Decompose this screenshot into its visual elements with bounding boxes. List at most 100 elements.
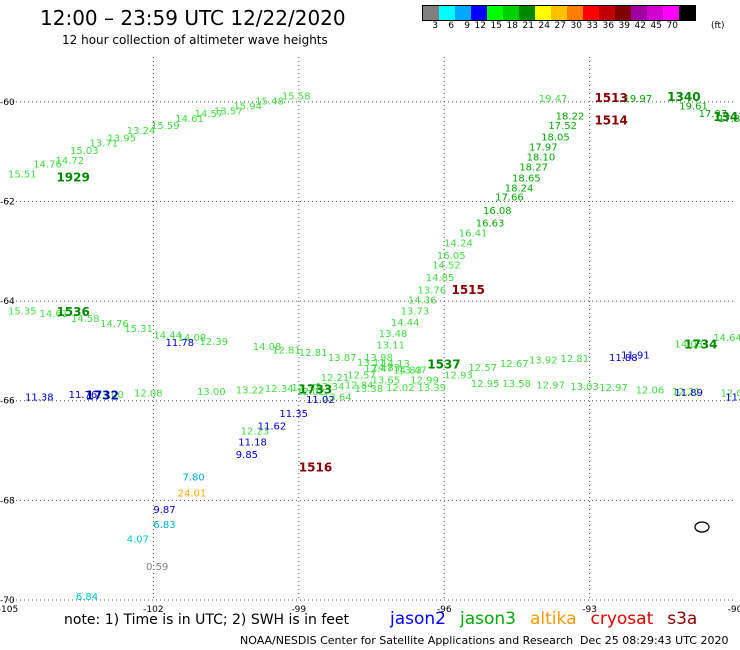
time-marker: 1734 [684,337,717,351]
wave-height-value: 12.81 [561,354,590,365]
wave-height-value: 17.36 [718,114,740,125]
wave-height-value: 6.83 [153,520,175,531]
wave-height-value: 12.34 [265,384,294,395]
wave-height-value: 14.36 [408,296,437,307]
wave-height-value: 12.99 [410,375,439,386]
color-legend: 3 6 9 12 15 18 21 24 27 30 33 36 39 42 45 70 (ft) [422,5,725,33]
wave-height-value: 11.88 [609,353,638,364]
wave-height-value: 12.37 [292,383,321,394]
wave-height-value: 12.81 [299,348,328,359]
wave-height-value: 16.05 [437,251,466,262]
wave-height-value: 19.61 [679,101,708,112]
wave-height-value: 11.02 [306,395,335,406]
wave-height-value: 12.81 [272,345,301,356]
lon-tick-label: -96 [437,605,452,615]
satellite-s3a: s3a [667,609,698,629]
page-subtitle: 12 hour collection of altimeter wave hei… [62,33,328,47]
time-marker: 1733 [299,382,332,396]
lon-tick-label: -90 [728,605,740,615]
wave-height-value: 15.59 [151,121,180,132]
wave-height-value: 15.35 [8,307,37,318]
time-marker: 1516 [299,460,332,474]
wave-height-value: 16.63 [476,218,505,229]
wave-height-value: 12.21 [321,373,350,384]
wave-height-value: 13.57 [214,106,243,117]
wave-height-value: 9.85 [236,450,258,461]
wave-height-value: 12.57 [347,370,376,381]
wave-height-value: 14.08 [253,342,282,353]
lon-tick-label: -93 [582,605,597,615]
wave-height-value: 13.03 [570,382,599,393]
time-marker: 1515 [451,283,484,297]
wave-height-value: 12.21 [672,387,701,398]
legend-label: 45 [650,21,662,31]
wave-height-value: 16.08 [483,206,512,217]
lat-tick-label: -66 [0,397,15,407]
satellite-jason3: jason3 [460,609,516,629]
wave-height-value: 14.44 [391,318,420,329]
wave-height-value: 11.76 [69,390,98,401]
legend-labels: 3 6 9 12 15 18 21 24 27 30 33 36 39 42 45 70 [422,21,696,33]
wave-height-value: 14.85 [426,273,455,284]
land-outline [694,521,710,533]
wave-height-value: 14.76 [33,160,62,171]
time-marker: 1514 [594,113,627,127]
legend-swatch [615,6,631,20]
wave-height-value: 11.18 [238,438,267,449]
wave-height-value: 11.91 [621,350,650,361]
legend-label: 6 [448,21,454,31]
lat-tick-label: -68 [0,496,15,506]
wave-height-value: 18.10 [527,153,556,164]
page-title: 12:00 – 23:59 UTC 12/22/2020 [40,6,346,30]
legend-label: 24 [538,21,550,31]
wave-height-value: 14.52 [432,261,461,272]
legend-unit: (ft) [711,21,725,31]
wave-height-value: 14.76 [100,319,129,330]
wave-height-value: 18.22 [556,111,585,122]
legend-label: 9 [464,21,470,31]
axis-ticks: -105 -102 -99 -96 -93 -90 -60 -62 -64 -66 -68 -70 [0,98,740,615]
wave-height-value: 13.48 [379,329,408,340]
wave-height-value: 13.58 [502,379,531,390]
wave-height-value: 13.11 [357,358,386,369]
legend-label: 30 [570,21,582,31]
legend-label: 18 [506,21,518,31]
time-markers: 1929 1536 1732 1733 1516 1537 1515 1513 1514 1340… [56,90,740,475]
wave-height-value: 13.11 [376,340,405,351]
lon-tick-label: -99 [291,605,306,615]
wave-height-value: 13.95 [107,134,136,145]
legend-swatch [663,6,679,20]
wave-height-value: 12.84 [345,380,374,391]
wave-height-value: 17.97 [699,109,728,120]
legend-swatch [631,6,647,20]
time-marker: 1340 [667,90,700,104]
wave-height-value: 19.47 [539,94,568,105]
wave-height-value: 12.23 [241,427,270,438]
wave-height-value: 0.59 [146,562,168,573]
wave-height-value: 13.92 [529,355,558,366]
wave-height-value: 24.01 [178,488,207,499]
legend-swatch [519,6,535,20]
wave-height-value: 12.39 [199,337,228,348]
legend-swatch [551,6,567,20]
legend-swatches [422,5,696,21]
lat-tick-label: -62 [0,197,15,207]
wave-height-value: 15.94 [233,101,262,112]
wave-height-value: 12.08 [134,389,163,400]
wave-height-value: 17.66 [495,192,524,203]
wave-height-value: 19.97 [624,94,653,105]
wave-height-value: 9.87 [153,505,175,516]
wave-height-value: 14.61 [175,114,204,125]
wave-height-value: 13.98 [364,353,393,364]
wave-height-value: 15.48 [255,96,284,107]
legend-label: 42 [634,21,646,31]
map-grid [8,57,735,601]
wave-height-value: 17.52 [548,121,577,132]
lat-tick-label: -64 [0,297,15,307]
timestamp: Dec 25 08:29:43 UTC 2020 [580,634,729,647]
wave-height-value: 18.65 [512,174,541,185]
wave-height-value: 14.83 [393,365,422,376]
wave-height-value: 16.41 [459,228,488,239]
wave-height-value: 14.83 [372,363,401,374]
